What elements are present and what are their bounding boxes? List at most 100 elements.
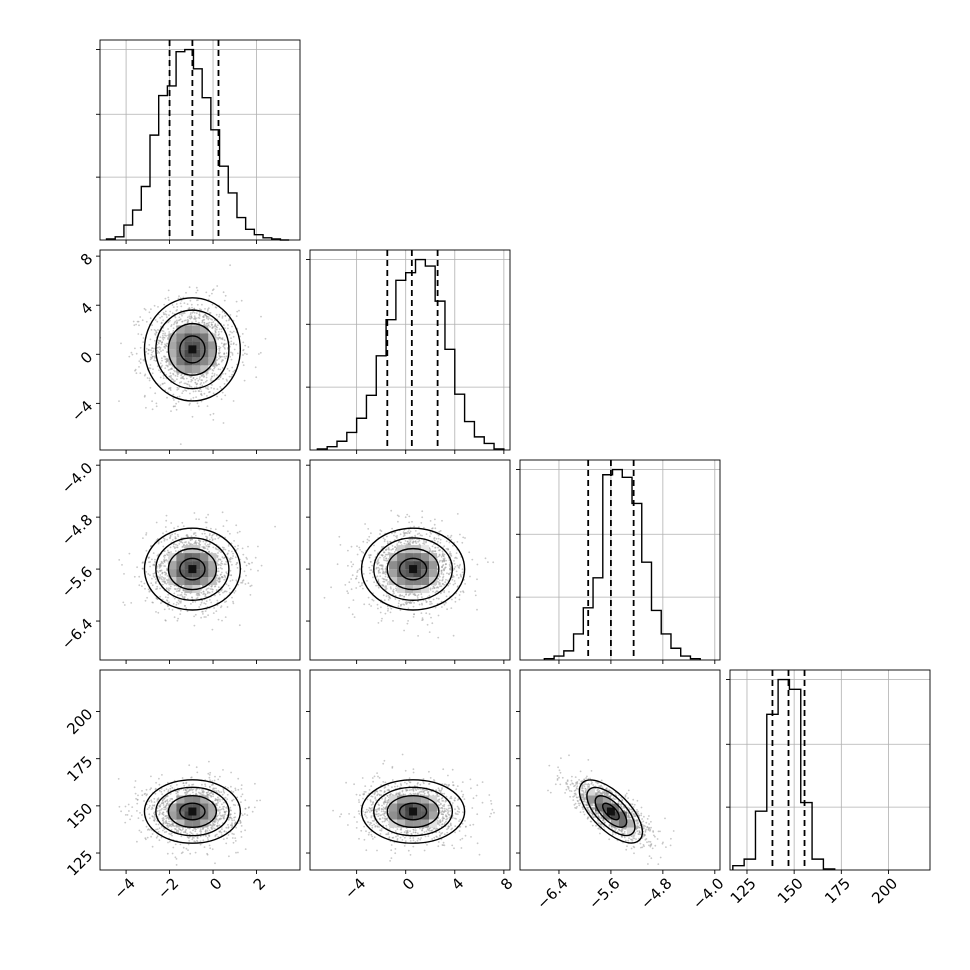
plot-area [323,509,495,639]
y-tick-label: −4.8 [58,511,96,549]
density-cell [168,561,177,570]
density-cell [184,553,193,562]
density-cell [192,553,201,562]
density-cell [200,577,209,586]
scatter-panel-r2c1 [306,459,511,664]
density-cell [200,553,209,562]
density-cell [429,569,438,578]
density-cell [192,819,201,828]
x-tick-label: −4 [341,874,369,902]
density-cell [429,819,438,828]
density-cell [389,803,398,812]
x-tick-label: −2 [154,874,182,902]
y-tick-label: 125 [63,847,96,880]
density-peak [409,565,418,574]
x-tick-label: −4.8 [637,874,675,912]
contour-line [167,794,218,829]
density-cell [397,585,406,594]
density-cell [176,795,185,804]
density-cell [176,325,185,334]
density-cell [397,795,406,804]
scatter-panel-r1c0: −4 0 4 8 [68,249,301,454]
density-cell [421,553,430,562]
panel-frame [729,669,931,871]
density-peak [188,807,197,816]
contour-line [386,547,440,591]
density-cell [168,803,177,812]
density-peak [606,807,615,816]
density-cell [421,545,430,554]
contour-line [386,794,440,829]
panel-frame [99,249,301,451]
y-tick-label: 150 [63,799,96,832]
density-cell [397,553,406,562]
contour-line [373,786,454,837]
x-tick-label: 8 [497,874,516,893]
contour-line [373,537,454,601]
density-cell [586,787,595,796]
density-cell [200,325,209,334]
density-cell [413,819,422,828]
density-cell [626,819,635,828]
density-cell [602,795,611,804]
x-tick-label: 0 [206,874,225,893]
density-cell [168,811,177,820]
density-cell [626,827,635,836]
x-tick-label: 125 [727,874,760,907]
density-cell [200,803,209,812]
x-tick-label: 175 [821,874,854,907]
density-cell [176,577,185,586]
density-cell [413,553,422,562]
density-cell [200,365,209,374]
x-tick-label: −4 [110,874,138,902]
histogram-panel-0 [96,39,301,244]
y-tick-label: 0 [77,348,96,367]
density-cell [176,333,185,342]
histogram-panel-1 [306,249,511,454]
density-cell [176,819,185,828]
density-cell [594,795,603,804]
density-cell [184,365,193,374]
contour-line [155,786,230,837]
density-cell [208,561,217,570]
density-cell [389,819,398,828]
density-cell [176,357,185,366]
density-cell [208,341,217,350]
density-cell [397,577,406,586]
density-peak [188,345,197,354]
density-cell [176,811,185,820]
x-tick-label: 150 [774,874,807,907]
y-tick-label: −4.0 [58,459,96,497]
density-cell [405,577,414,586]
x-tick-label: −6.4 [533,874,571,912]
histogram-step [543,468,701,660]
density-cell [184,357,193,366]
histogram-step [732,678,836,870]
density-cell [429,561,438,570]
density-cell [168,349,177,358]
panel-frame [519,669,721,871]
density-cell [618,819,627,828]
density-cell [389,569,398,578]
density-cell [168,357,177,366]
y-tick-label: −4 [68,397,96,425]
density-cell [421,577,430,586]
contour-line [143,297,242,402]
plot-area [100,264,267,445]
density-cell [618,811,627,820]
plot-area [332,753,495,862]
density-cell [208,349,217,358]
contour-line [167,322,218,376]
scatter-panel-r3c2 [516,669,721,874]
density-cell [192,357,201,366]
y-tick-label: 175 [63,752,96,785]
density-cell [405,795,414,804]
panel-frame [99,459,301,661]
contour-line [360,527,466,611]
density-cell [429,803,438,812]
density-cell [184,577,193,586]
x-tick-label: −4.0 [689,874,727,912]
density-cell [184,325,193,334]
density-cell [192,325,201,334]
contour-line [167,547,218,591]
